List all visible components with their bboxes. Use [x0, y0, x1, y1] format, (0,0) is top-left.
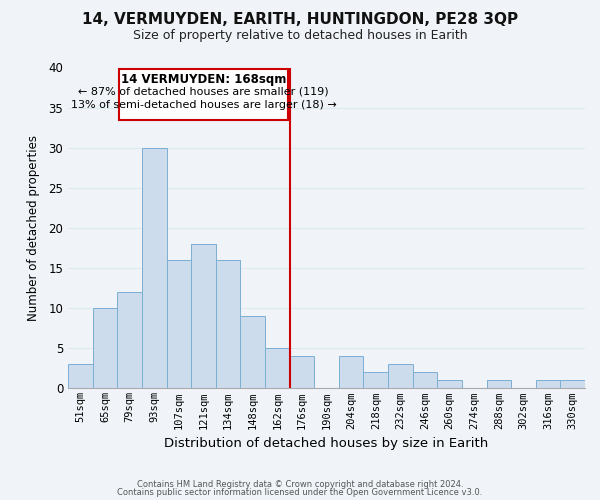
Bar [216, 260, 241, 388]
Text: Contains public sector information licensed under the Open Government Licence v3: Contains public sector information licen… [118, 488, 482, 497]
Text: Size of property relative to detached houses in Earith: Size of property relative to detached ho… [133, 29, 467, 42]
Text: 14, VERMUYDEN, EARITH, HUNTINGDON, PE28 3QP: 14, VERMUYDEN, EARITH, HUNTINGDON, PE28 … [82, 12, 518, 28]
Text: 13% of semi-detached houses are larger (18) →: 13% of semi-detached houses are larger (… [71, 100, 337, 110]
FancyBboxPatch shape [119, 69, 289, 119]
Bar [191, 244, 216, 388]
Bar [265, 348, 290, 389]
Bar [142, 148, 167, 388]
Bar [388, 364, 413, 388]
Bar [487, 380, 511, 388]
Bar [364, 372, 388, 388]
X-axis label: Distribution of detached houses by size in Earith: Distribution of detached houses by size … [164, 437, 488, 450]
Bar [536, 380, 560, 388]
Bar [339, 356, 364, 388]
Bar [413, 372, 437, 388]
Bar [241, 316, 265, 388]
Text: Contains HM Land Registry data © Crown copyright and database right 2024.: Contains HM Land Registry data © Crown c… [137, 480, 463, 489]
Text: 14 VERMUYDEN: 168sqm: 14 VERMUYDEN: 168sqm [121, 73, 286, 86]
Bar [290, 356, 314, 388]
Bar [437, 380, 462, 388]
Bar [68, 364, 92, 388]
Bar [167, 260, 191, 388]
Text: ← 87% of detached houses are smaller (119): ← 87% of detached houses are smaller (11… [78, 87, 329, 97]
Bar [118, 292, 142, 388]
Bar [560, 380, 585, 388]
Bar [92, 308, 118, 388]
Y-axis label: Number of detached properties: Number of detached properties [27, 135, 40, 321]
